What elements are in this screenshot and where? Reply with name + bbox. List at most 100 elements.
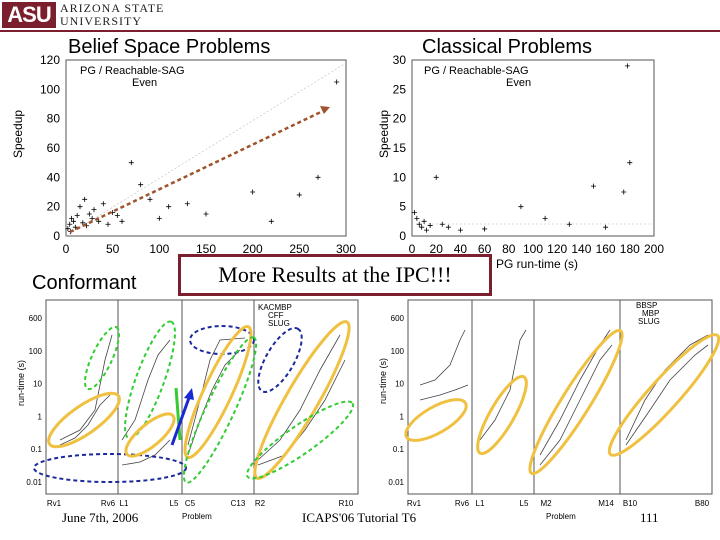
university-line-2: University bbox=[60, 14, 142, 28]
highlight-green-4 bbox=[245, 400, 355, 480]
ytick-label: 100 bbox=[29, 347, 43, 356]
blue-arrow-head bbox=[184, 388, 194, 400]
classical-points bbox=[411, 63, 633, 233]
university-name: Arizona State University bbox=[60, 2, 200, 28]
xtick-label: 80 bbox=[502, 242, 516, 256]
classical-rt-ylabel: run-time (s) bbox=[378, 358, 388, 404]
xtick-label: L1 bbox=[120, 499, 129, 508]
data-point bbox=[433, 174, 439, 180]
data-point bbox=[65, 226, 71, 232]
ytick-label: 600 bbox=[391, 314, 405, 323]
data-point bbox=[74, 212, 80, 218]
data-point bbox=[82, 196, 88, 202]
belief-legend-even: Even bbox=[132, 77, 157, 89]
highlight-yellow-7 bbox=[528, 328, 624, 476]
xtick-label: 120 bbox=[547, 242, 567, 256]
footer-venue: ICAPS'06 Tutorial T6 bbox=[302, 510, 417, 525]
data-point bbox=[203, 211, 209, 217]
data-point bbox=[114, 212, 120, 218]
data-point bbox=[334, 79, 340, 85]
ytick-label: 40 bbox=[47, 170, 61, 184]
xtick-label: R2 bbox=[255, 499, 266, 508]
ytick-label: 0 bbox=[53, 229, 60, 243]
ytick-label: 30 bbox=[393, 53, 407, 67]
xtick-label: M14 bbox=[598, 499, 614, 508]
conformant-runtime-plot: run-time (s) 600 100 10 1 0.1 0.01 Rv1 Rv6 L1 L5… bbox=[16, 299, 359, 521]
data-point bbox=[89, 215, 95, 221]
ytick-label: 120 bbox=[40, 53, 60, 67]
belief-xticks: 0 50 100 150 200 250 300 bbox=[63, 242, 357, 256]
ytick-label: 10 bbox=[395, 380, 404, 389]
highlight-yellow-4 bbox=[253, 320, 351, 480]
ytick-label: 0.1 bbox=[31, 445, 43, 454]
xtick-label: 180 bbox=[620, 242, 640, 256]
classical-rt-legend-1: BBSP bbox=[636, 301, 657, 310]
xtick-label: 250 bbox=[289, 242, 309, 256]
data-point bbox=[77, 204, 83, 210]
classical-rt-plot-frame bbox=[407, 299, 713, 495]
xtick-label: 60 bbox=[478, 242, 492, 256]
slide-header bbox=[0, 0, 720, 30]
conformant-ylabel: run-time (s) bbox=[16, 360, 26, 406]
conformant-legend-3: SLUG bbox=[268, 319, 290, 328]
ytick-label: 25 bbox=[393, 82, 407, 96]
xtick-label: 160 bbox=[596, 242, 616, 256]
classical-xlabel: PG run-time (s) bbox=[496, 257, 578, 271]
classical-runtime-plot: run-time (s) 600 100 10 1 0.1 0.01 Rv1 Rv6 L1 L5… bbox=[378, 299, 720, 521]
data-point bbox=[166, 204, 172, 210]
conformant-legend-1: KACMBP bbox=[258, 303, 292, 312]
curve-l-c bbox=[479, 329, 527, 441]
curve-l-b bbox=[121, 439, 171, 466]
classical-legend-even: Even bbox=[506, 77, 531, 89]
xtick-label: R10 bbox=[339, 499, 354, 508]
xtick-label: C5 bbox=[185, 499, 196, 508]
xtick-label: M2 bbox=[540, 499, 552, 508]
classical-rt-xlabel: Problem bbox=[546, 512, 576, 521]
green-arrow-shaft bbox=[174, 387, 182, 441]
conformant-xlabel: Problem bbox=[182, 512, 212, 521]
data-point bbox=[627, 160, 633, 166]
classical-plot-frame bbox=[411, 59, 655, 237]
ytick-label: 80 bbox=[47, 112, 61, 126]
data-point bbox=[414, 215, 420, 221]
belief-even-line bbox=[65, 62, 347, 237]
curve-rv-d bbox=[419, 384, 469, 401]
xtick-label: Rv6 bbox=[455, 499, 470, 508]
data-point bbox=[296, 192, 302, 198]
xtick-label: 200 bbox=[644, 242, 664, 256]
belief-legend-series: PG / Reachable-SAG bbox=[80, 65, 185, 77]
conformant-label: Conformant bbox=[32, 272, 137, 294]
ytick-label: 0.01 bbox=[388, 478, 404, 487]
asu-logo: ASU bbox=[2, 2, 56, 28]
curve-b-b bbox=[625, 344, 709, 446]
highlight-yellow-8 bbox=[607, 333, 720, 457]
highlight-blue-1 bbox=[33, 453, 187, 483]
highlight-green-2 bbox=[124, 320, 176, 440]
curve-c-a bbox=[187, 337, 246, 446]
data-point bbox=[91, 207, 97, 213]
xtick-label: 140 bbox=[571, 242, 591, 256]
data-point bbox=[424, 227, 430, 233]
ytick-label: 600 bbox=[29, 314, 43, 323]
belief-plot-frame bbox=[65, 59, 347, 237]
xtick-label: B10 bbox=[623, 499, 638, 508]
data-point bbox=[119, 218, 125, 224]
ytick-label: 20 bbox=[393, 112, 407, 126]
xtick-label: 40 bbox=[454, 242, 468, 256]
xtick-label: 50 bbox=[106, 242, 120, 256]
ytick-label: 60 bbox=[47, 141, 61, 155]
xtick-label: 150 bbox=[196, 242, 216, 256]
xtick-label: L5 bbox=[170, 499, 179, 508]
ytick-label: 0.01 bbox=[26, 478, 42, 487]
footer-date: June 7th, 2006 bbox=[62, 510, 139, 525]
classical-ylabel: Speedup bbox=[377, 110, 391, 158]
data-point bbox=[621, 189, 627, 195]
data-point bbox=[411, 210, 417, 216]
classical-yticks: 0 5 10 15 20 25 30 bbox=[393, 53, 407, 243]
data-point bbox=[100, 201, 106, 207]
highlight-green-3 bbox=[182, 336, 258, 484]
data-point bbox=[147, 196, 153, 202]
classical-rt-legend-2: MBP bbox=[642, 309, 659, 318]
blue-arrow-shaft bbox=[170, 394, 192, 446]
